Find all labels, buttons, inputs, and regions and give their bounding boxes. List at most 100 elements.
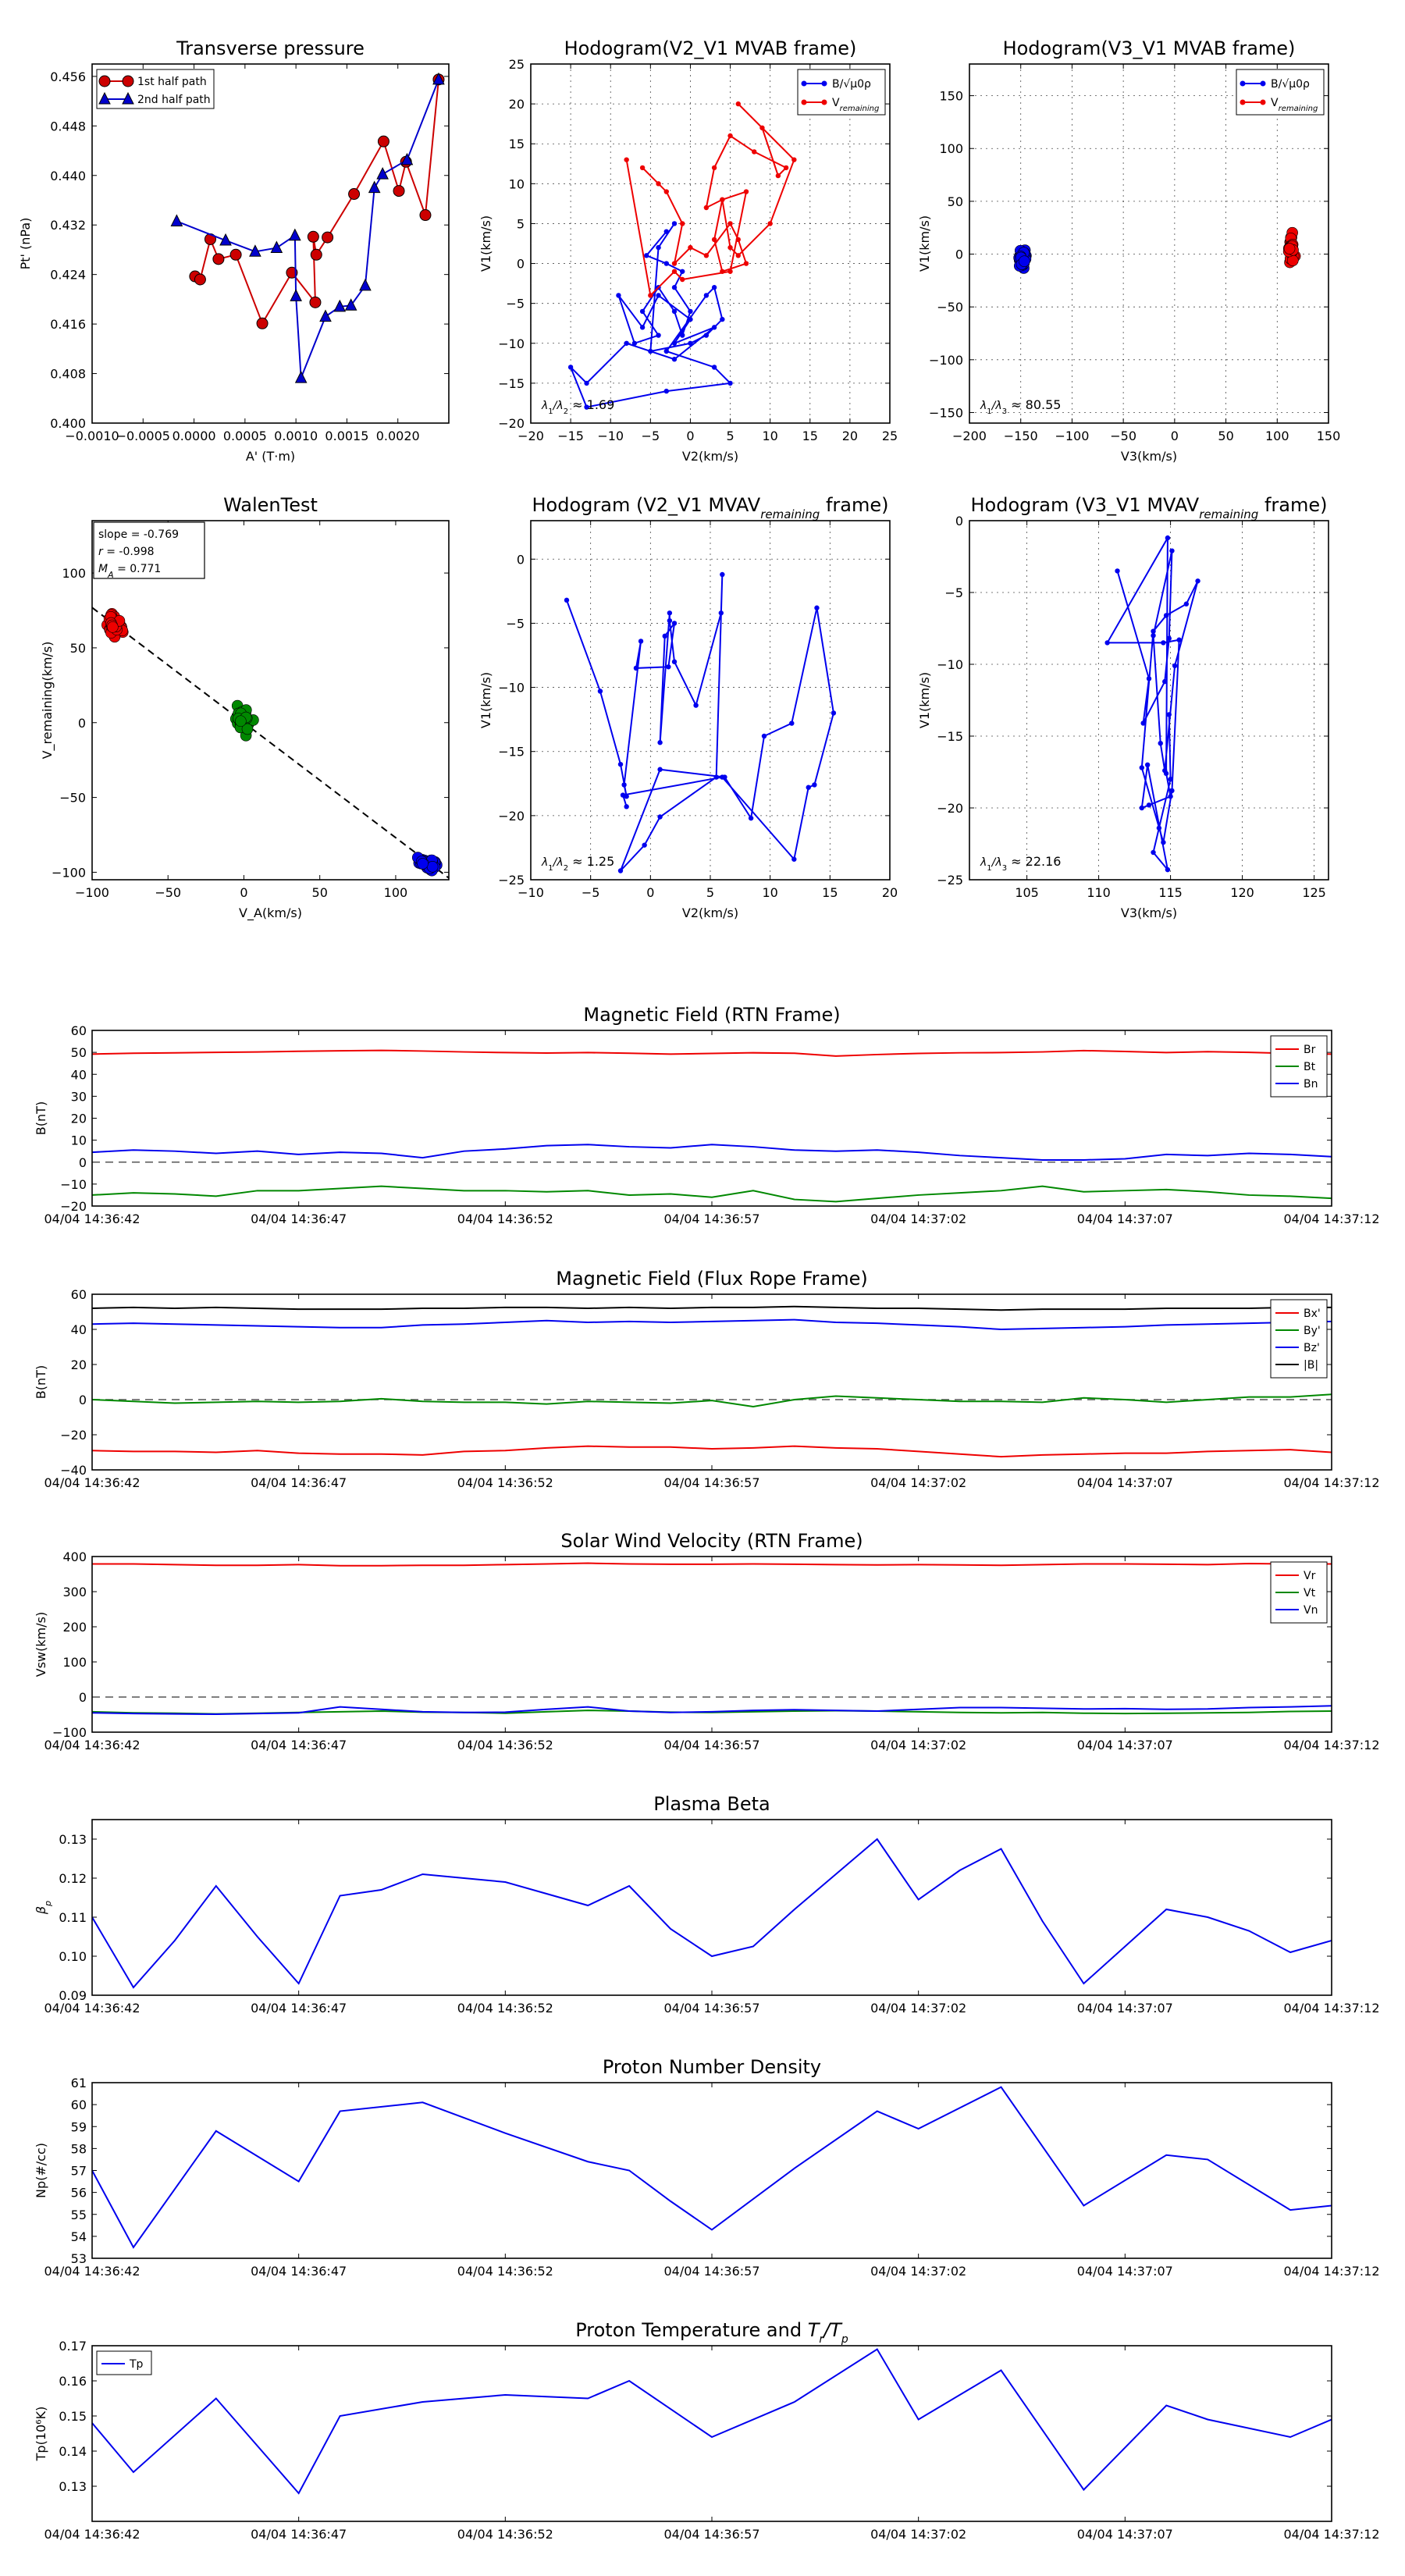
- x-tick-label: 04/04 14:36:47: [251, 1212, 347, 1226]
- plot-frame: [91, 1819, 1332, 1996]
- data-point: [617, 868, 624, 873]
- data-point: [1161, 839, 1166, 845]
- x-tick-label: 0.0005: [223, 429, 267, 443]
- y-tick-label: 40: [71, 1067, 87, 1082]
- y-axis-label: Np(#/cc): [34, 2143, 48, 2198]
- y-tick-label: 0.11: [59, 1910, 87, 1925]
- data-point: [376, 167, 389, 180]
- plot-area: [92, 1305, 1332, 1458]
- plot-area: [92, 1838, 1332, 1989]
- plot-area: [92, 2086, 1332, 2249]
- x-tick-label: 04/04 14:36:57: [663, 2527, 759, 2542]
- x-tick-label: −100: [1055, 429, 1089, 443]
- chart-hodogram-v3-v1-mvab: Hodogram(V3_V1 MVAB frame) −200 −150 −100 −5…: [917, 37, 1340, 464]
- data-point: [1168, 794, 1173, 799]
- y-tick-label: 30: [71, 1089, 87, 1104]
- x-tick-label: 04/04 14:36:57: [663, 2001, 759, 2016]
- data-point: [98, 91, 111, 105]
- series-line: [625, 103, 795, 297]
- data-point: [680, 221, 685, 226]
- annotation: λ1/λ3 ≈ 22.16: [980, 854, 1061, 873]
- y-tick-label: 50: [70, 641, 86, 656]
- y-axis-label: Pt' (nPa): [18, 218, 33, 270]
- legend-label: Bz': [1304, 1342, 1320, 1354]
- x-tick-label: 04/04 14:37:02: [870, 1212, 966, 1226]
- data-point: [711, 365, 717, 370]
- data-point: [657, 767, 663, 772]
- x-tick-label: −5: [582, 885, 600, 900]
- data-point: [720, 316, 725, 322]
- x-axis-label: V3(km/s): [1121, 906, 1177, 920]
- x-tick-label: 10: [762, 885, 777, 900]
- y-tick-label: 0.16: [59, 2374, 87, 2389]
- y-tick-label: −100: [52, 865, 86, 880]
- data-point: [1283, 243, 1296, 254]
- y-tick-label: 0.10: [59, 1949, 87, 1964]
- chart-hodogram-v3-v1-mvav: Hodogram (V3_V1 MVAVremaining frame) 105 1…: [917, 494, 1329, 920]
- data-point: [309, 296, 322, 308]
- y-tick-label: 59: [71, 2119, 87, 2134]
- x-tick-label: 04/04 14:36:42: [44, 1738, 140, 1752]
- x-tick-label: 04/04 14:36:47: [251, 1475, 347, 1490]
- data-point: [1158, 741, 1163, 746]
- x-axis-label: V3(km/s): [1121, 449, 1177, 464]
- series-line-Vr: [92, 1562, 1332, 1567]
- data-point: [648, 348, 653, 354]
- data-point: [671, 285, 678, 290]
- x-axis-label: V2(km/s): [682, 906, 738, 920]
- y-tick-label: 60: [71, 2097, 87, 2112]
- legend-box: [1236, 69, 1325, 116]
- y-tick-label: −20: [937, 801, 963, 816]
- y-tick-label: 0.400: [50, 416, 86, 431]
- chart-title: WalenTest: [223, 494, 318, 516]
- chart-hodogram-v2-v1-mvab: Hodogram(V2_V1 MVAB frame) −20 −15 −10 −5 0 5 1…: [478, 37, 898, 464]
- data-point: [107, 621, 119, 633]
- data-point: [359, 278, 372, 291]
- x-tick-label: 04/04 14:37:12: [1283, 1738, 1379, 1752]
- y-tick-label: 0.15: [59, 2409, 87, 2424]
- x-tick-label: 100: [384, 885, 408, 900]
- plot-frame: [91, 2345, 1332, 2522]
- x-tick-label: 04/04 14:37:07: [1077, 2264, 1173, 2279]
- y-tick-label: 61: [71, 2076, 87, 2090]
- annotation-box: slope = -0.769 r = -0.998 MA = 0.771: [93, 521, 205, 580]
- y-tick-label: −50: [59, 791, 86, 806]
- chart-transverse-pressure: Transverse pressure −0.0010−0.0005 0.0000 0…: [18, 37, 450, 464]
- data-point: [743, 261, 749, 266]
- data-point: [761, 733, 767, 739]
- series-line-Bn: [92, 1144, 1332, 1161]
- y-tick-label: −100: [52, 1725, 87, 1740]
- data-point: [711, 237, 717, 243]
- data-point: [617, 761, 624, 767]
- x-tick-label: 20: [882, 885, 898, 900]
- y-tick-label: −25: [498, 873, 525, 888]
- legend-label: Tp: [129, 2358, 144, 2371]
- data-point: [294, 370, 308, 383]
- plot-area: [1104, 535, 1200, 873]
- legend-label: Vr: [1304, 1570, 1316, 1582]
- data-point: [1115, 568, 1120, 574]
- data-point: [671, 221, 678, 226]
- data-point: [319, 309, 332, 322]
- data-point: [229, 248, 242, 261]
- annotation: λ1/λ3 ≈ 80.55: [980, 397, 1061, 416]
- y-tick-label: −15: [498, 745, 525, 760]
- data-point: [671, 659, 678, 664]
- data-point: [1165, 535, 1171, 541]
- data-point: [419, 209, 432, 222]
- data-point: [671, 261, 678, 266]
- y-tick-label: 400: [62, 1550, 87, 1564]
- data-point: [393, 185, 405, 197]
- data-point: [249, 244, 261, 257]
- x-tick-label: 04/04 14:36:52: [457, 2264, 553, 2279]
- y-axis-label: V1(km/s): [478, 672, 493, 728]
- x-tick-label: 04/04 14:37:02: [870, 1738, 966, 1752]
- data-point: [711, 165, 717, 171]
- data-point: [1139, 765, 1145, 770]
- y-axis-label: B(nT): [34, 1365, 48, 1399]
- legend-marker: [801, 80, 807, 87]
- x-tick-label: 04/04 14:36:42: [44, 1212, 140, 1226]
- y-tick-label: −10: [60, 1177, 87, 1192]
- data-point: [286, 266, 298, 279]
- y-tick-label: 0: [517, 257, 525, 272]
